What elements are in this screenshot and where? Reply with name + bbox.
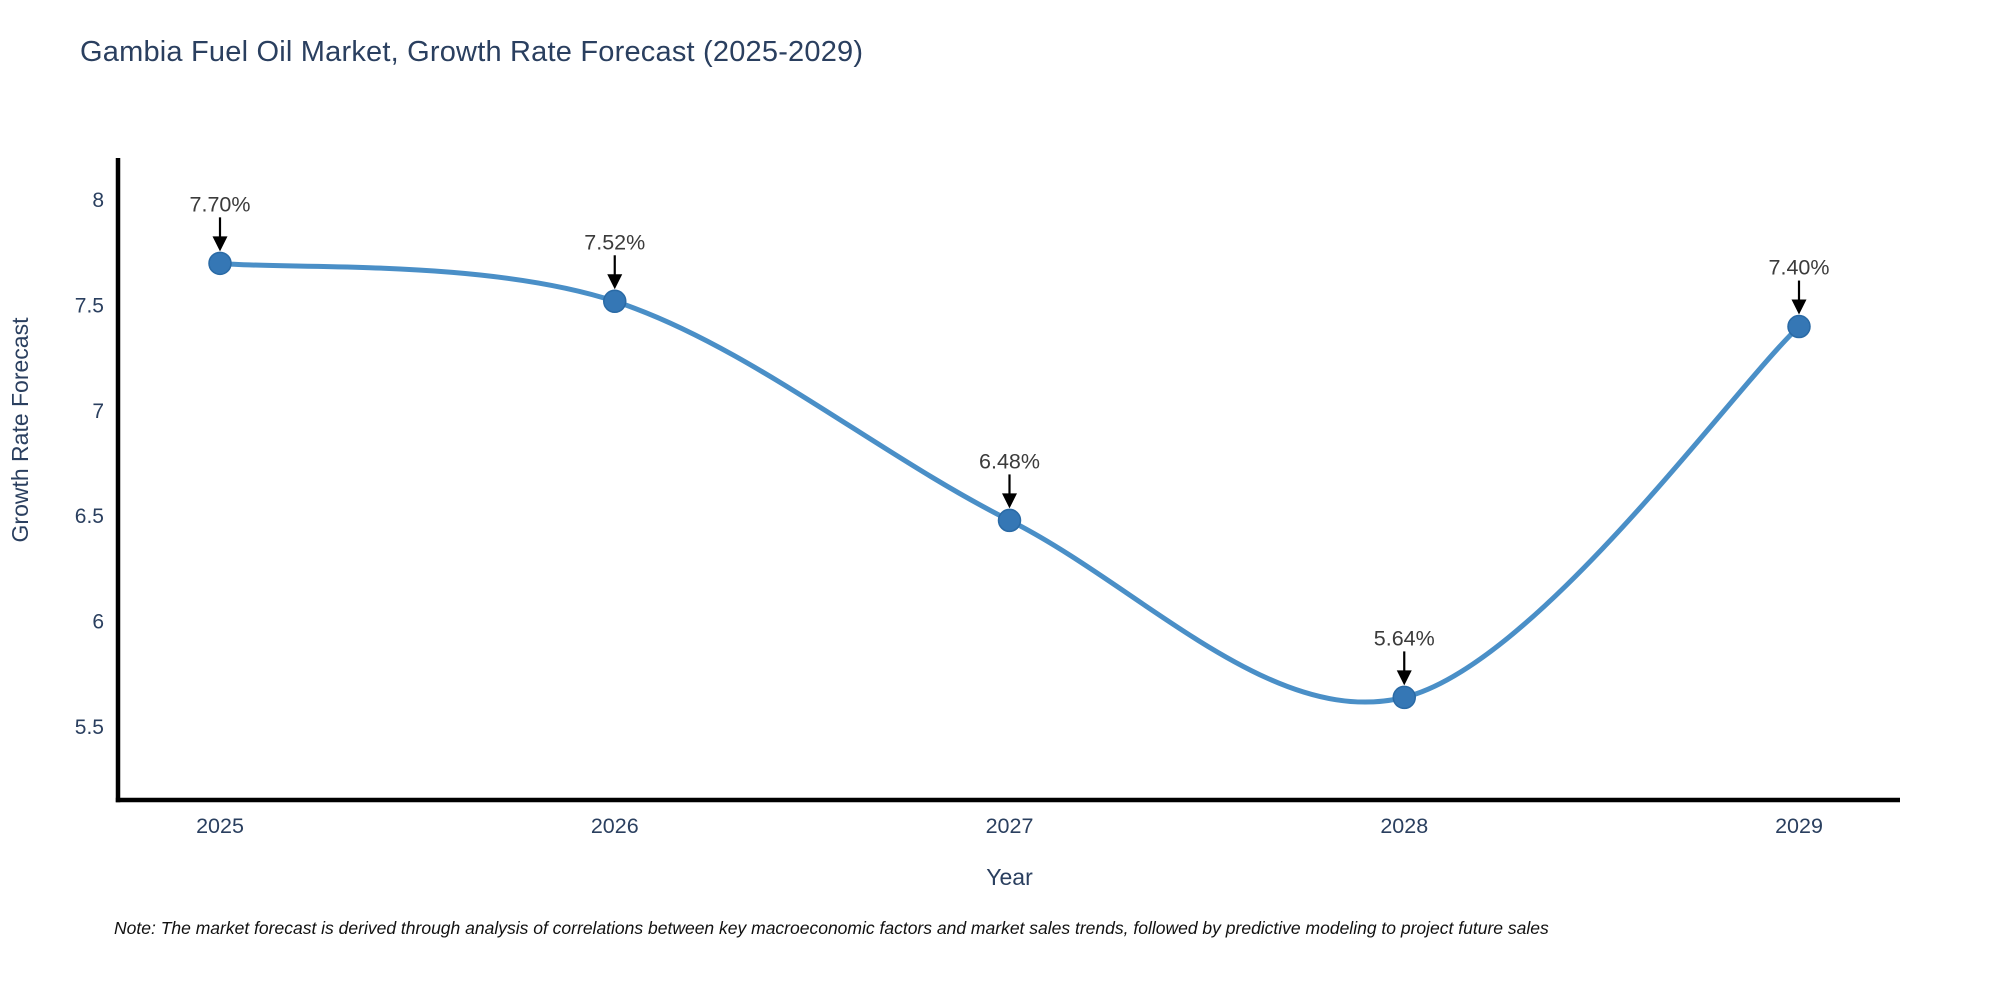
annotation-arrowhead-icon [607, 274, 623, 290]
y-tick-label: 8 [92, 189, 104, 212]
chart-footnote: Note: The market forecast is derived thr… [114, 918, 1549, 938]
y-tick-label: 7 [92, 400, 104, 423]
annotation-label: 5.64% [1374, 626, 1435, 650]
annotation-arrowhead-icon [1002, 493, 1017, 509]
annotation-arrowhead-icon [1791, 299, 1807, 315]
annotation-label: 6.48% [979, 449, 1040, 473]
annotation-label: 7.70% [190, 192, 251, 216]
y-axis-title: Growth Rate Forecast [7, 317, 33, 543]
x-axis-title: Year [986, 864, 1033, 890]
y-tick-label: 7.5 [75, 294, 104, 317]
chart-title: Gambia Fuel Oil Market, Growth Rate Fore… [80, 36, 864, 68]
x-tick-label: 2026 [591, 814, 639, 838]
data-point-marker[interactable] [1787, 314, 1811, 339]
annotation-arrowhead-icon [212, 236, 228, 252]
x-tick-label: 2028 [1380, 814, 1428, 838]
y-tick-label: 5.5 [75, 716, 104, 739]
y-tick-label: 6.5 [75, 505, 104, 528]
annotation-label: 7.52% [584, 230, 645, 254]
annotation-arrowhead-icon [1396, 670, 1412, 686]
data-point-marker[interactable] [603, 289, 627, 314]
x-tick-label: 2027 [986, 814, 1034, 838]
data-point-marker[interactable] [1392, 685, 1416, 710]
y-tick-label: 6 [92, 611, 104, 634]
x-tick-label: 2029 [1775, 814, 1823, 838]
annotation-label: 7.40% [1769, 256, 1830, 280]
data-point-marker[interactable] [997, 508, 1022, 533]
x-tick-label: 2025 [196, 814, 244, 838]
data-point-marker[interactable] [208, 251, 232, 276]
